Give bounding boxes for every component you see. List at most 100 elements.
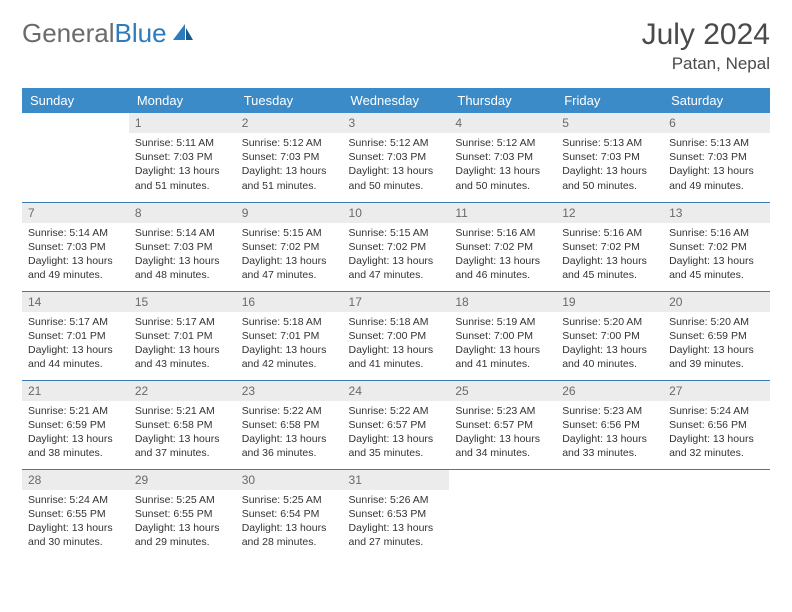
day-info: Sunrise: 5:24 AMSunset: 6:56 PMDaylight:… [663, 401, 770, 467]
day-info: Sunrise: 5:21 AMSunset: 6:58 PMDaylight:… [129, 401, 236, 467]
day-info: Sunrise: 5:16 AMSunset: 7:02 PMDaylight:… [449, 223, 556, 289]
weekday-header: Friday [556, 88, 663, 113]
day-info: Sunrise: 5:19 AMSunset: 7:00 PMDaylight:… [449, 312, 556, 378]
calendar-row: 7Sunrise: 5:14 AMSunset: 7:03 PMDaylight… [22, 202, 770, 291]
day-info: Sunrise: 5:24 AMSunset: 6:55 PMDaylight:… [22, 490, 129, 556]
day-number: 18 [449, 292, 556, 312]
day-info: Sunrise: 5:26 AMSunset: 6:53 PMDaylight:… [343, 490, 450, 556]
calendar-head: SundayMondayTuesdayWednesdayThursdayFrid… [22, 88, 770, 113]
day-number: 27 [663, 381, 770, 401]
calendar-cell: 22Sunrise: 5:21 AMSunset: 6:58 PMDayligh… [129, 380, 236, 469]
day-number: 20 [663, 292, 770, 312]
calendar-cell: 17Sunrise: 5:18 AMSunset: 7:00 PMDayligh… [343, 291, 450, 380]
calendar-cell: 1Sunrise: 5:11 AMSunset: 7:03 PMDaylight… [129, 113, 236, 202]
day-info: Sunrise: 5:20 AMSunset: 6:59 PMDaylight:… [663, 312, 770, 378]
calendar-body: 1Sunrise: 5:11 AMSunset: 7:03 PMDaylight… [22, 113, 770, 558]
weekday-header: Saturday [663, 88, 770, 113]
calendar-cell: 6Sunrise: 5:13 AMSunset: 7:03 PMDaylight… [663, 113, 770, 202]
day-info: Sunrise: 5:16 AMSunset: 7:02 PMDaylight:… [663, 223, 770, 289]
day-info: Sunrise: 5:15 AMSunset: 7:02 PMDaylight:… [343, 223, 450, 289]
calendar-cell: 8Sunrise: 5:14 AMSunset: 7:03 PMDaylight… [129, 202, 236, 291]
day-info: Sunrise: 5:20 AMSunset: 7:00 PMDaylight:… [556, 312, 663, 378]
day-number: 19 [556, 292, 663, 312]
day-number: 12 [556, 203, 663, 223]
day-number: 30 [236, 470, 343, 490]
day-number: 21 [22, 381, 129, 401]
day-info: Sunrise: 5:13 AMSunset: 7:03 PMDaylight:… [663, 133, 770, 199]
calendar-cell [22, 113, 129, 202]
day-number: 1 [129, 113, 236, 133]
day-number: 17 [343, 292, 450, 312]
calendar-cell: 12Sunrise: 5:16 AMSunset: 7:02 PMDayligh… [556, 202, 663, 291]
day-info: Sunrise: 5:18 AMSunset: 7:01 PMDaylight:… [236, 312, 343, 378]
calendar-cell: 20Sunrise: 5:20 AMSunset: 6:59 PMDayligh… [663, 291, 770, 380]
calendar-cell: 5Sunrise: 5:13 AMSunset: 7:03 PMDaylight… [556, 113, 663, 202]
day-number: 29 [129, 470, 236, 490]
calendar-cell: 31Sunrise: 5:26 AMSunset: 6:53 PMDayligh… [343, 469, 450, 558]
day-number: 23 [236, 381, 343, 401]
calendar-table: SundayMondayTuesdayWednesdayThursdayFrid… [22, 88, 770, 558]
calendar-cell: 25Sunrise: 5:23 AMSunset: 6:57 PMDayligh… [449, 380, 556, 469]
day-number: 13 [663, 203, 770, 223]
calendar-cell: 28Sunrise: 5:24 AMSunset: 6:55 PMDayligh… [22, 469, 129, 558]
day-info: Sunrise: 5:18 AMSunset: 7:00 PMDaylight:… [343, 312, 450, 378]
calendar-cell: 13Sunrise: 5:16 AMSunset: 7:02 PMDayligh… [663, 202, 770, 291]
calendar-cell: 29Sunrise: 5:25 AMSunset: 6:55 PMDayligh… [129, 469, 236, 558]
calendar-cell: 11Sunrise: 5:16 AMSunset: 7:02 PMDayligh… [449, 202, 556, 291]
day-info: Sunrise: 5:17 AMSunset: 7:01 PMDaylight:… [129, 312, 236, 378]
day-number: 8 [129, 203, 236, 223]
calendar-cell: 4Sunrise: 5:12 AMSunset: 7:03 PMDaylight… [449, 113, 556, 202]
day-info: Sunrise: 5:16 AMSunset: 7:02 PMDaylight:… [556, 223, 663, 289]
title-block: July 2024 Patan, Nepal [642, 18, 770, 74]
logo-text-1: General [22, 18, 115, 49]
day-info: Sunrise: 5:12 AMSunset: 7:03 PMDaylight:… [343, 133, 450, 199]
day-info: Sunrise: 5:15 AMSunset: 7:02 PMDaylight:… [236, 223, 343, 289]
calendar-cell: 27Sunrise: 5:24 AMSunset: 6:56 PMDayligh… [663, 380, 770, 469]
month-title: July 2024 [642, 18, 770, 52]
day-number: 4 [449, 113, 556, 133]
calendar-cell: 14Sunrise: 5:17 AMSunset: 7:01 PMDayligh… [22, 291, 129, 380]
calendar-cell: 19Sunrise: 5:20 AMSunset: 7:00 PMDayligh… [556, 291, 663, 380]
day-number: 5 [556, 113, 663, 133]
day-info: Sunrise: 5:14 AMSunset: 7:03 PMDaylight:… [129, 223, 236, 289]
calendar-cell [663, 469, 770, 558]
day-info: Sunrise: 5:14 AMSunset: 7:03 PMDaylight:… [22, 223, 129, 289]
day-number: 7 [22, 203, 129, 223]
day-info: Sunrise: 5:12 AMSunset: 7:03 PMDaylight:… [449, 133, 556, 199]
day-number: 16 [236, 292, 343, 312]
calendar-cell: 26Sunrise: 5:23 AMSunset: 6:56 PMDayligh… [556, 380, 663, 469]
day-number: 6 [663, 113, 770, 133]
day-info: Sunrise: 5:17 AMSunset: 7:01 PMDaylight:… [22, 312, 129, 378]
day-info: Sunrise: 5:25 AMSunset: 6:54 PMDaylight:… [236, 490, 343, 556]
day-info: Sunrise: 5:11 AMSunset: 7:03 PMDaylight:… [129, 133, 236, 199]
calendar-cell: 23Sunrise: 5:22 AMSunset: 6:58 PMDayligh… [236, 380, 343, 469]
calendar-cell: 16Sunrise: 5:18 AMSunset: 7:01 PMDayligh… [236, 291, 343, 380]
day-info: Sunrise: 5:12 AMSunset: 7:03 PMDaylight:… [236, 133, 343, 199]
day-number: 22 [129, 381, 236, 401]
calendar-row: 1Sunrise: 5:11 AMSunset: 7:03 PMDaylight… [22, 113, 770, 202]
weekday-header: Thursday [449, 88, 556, 113]
location-text: Patan, Nepal [642, 54, 770, 74]
calendar-row: 14Sunrise: 5:17 AMSunset: 7:01 PMDayligh… [22, 291, 770, 380]
calendar-cell: 18Sunrise: 5:19 AMSunset: 7:00 PMDayligh… [449, 291, 556, 380]
day-number: 25 [449, 381, 556, 401]
calendar-cell: 3Sunrise: 5:12 AMSunset: 7:03 PMDaylight… [343, 113, 450, 202]
day-number: 24 [343, 381, 450, 401]
calendar-row: 28Sunrise: 5:24 AMSunset: 6:55 PMDayligh… [22, 469, 770, 558]
calendar-cell: 24Sunrise: 5:22 AMSunset: 6:57 PMDayligh… [343, 380, 450, 469]
day-info: Sunrise: 5:13 AMSunset: 7:03 PMDaylight:… [556, 133, 663, 199]
calendar-cell: 10Sunrise: 5:15 AMSunset: 7:02 PMDayligh… [343, 202, 450, 291]
day-info: Sunrise: 5:22 AMSunset: 6:57 PMDaylight:… [343, 401, 450, 467]
calendar-cell [449, 469, 556, 558]
day-info: Sunrise: 5:23 AMSunset: 6:57 PMDaylight:… [449, 401, 556, 467]
day-number: 9 [236, 203, 343, 223]
logo-text-2: Blue [115, 18, 167, 49]
calendar-cell [556, 469, 663, 558]
day-info: Sunrise: 5:25 AMSunset: 6:55 PMDaylight:… [129, 490, 236, 556]
calendar-cell: 7Sunrise: 5:14 AMSunset: 7:03 PMDaylight… [22, 202, 129, 291]
day-info: Sunrise: 5:21 AMSunset: 6:59 PMDaylight:… [22, 401, 129, 467]
calendar-cell: 9Sunrise: 5:15 AMSunset: 7:02 PMDaylight… [236, 202, 343, 291]
weekday-header: Wednesday [343, 88, 450, 113]
day-number: 15 [129, 292, 236, 312]
weekday-header: Sunday [22, 88, 129, 113]
